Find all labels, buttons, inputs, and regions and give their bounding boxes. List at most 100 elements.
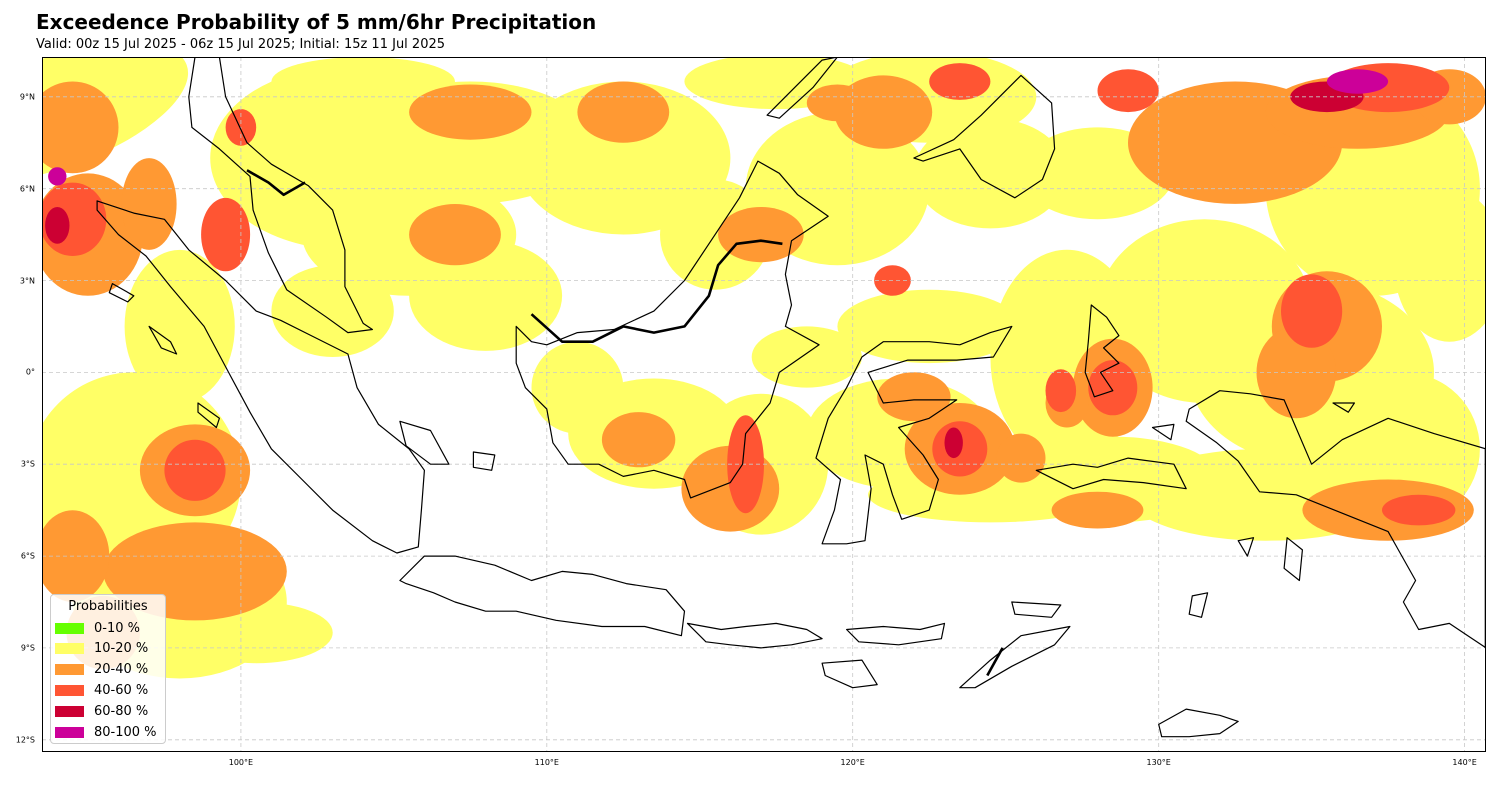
legend-label: 0-10 % — [94, 620, 140, 636]
precip-area — [201, 197, 251, 272]
timor-border — [986, 647, 1004, 677]
coastline-seram-buru — [1035, 457, 1187, 490]
malaysia-thailand-border — [246, 169, 306, 197]
precip-area — [409, 84, 532, 140]
legend-swatch — [55, 726, 84, 738]
precip-area — [164, 439, 226, 501]
gridlines — [42, 57, 1486, 752]
legend-label: 10-20 % — [94, 641, 149, 657]
lat-tick-label: 6°N — [19, 184, 35, 194]
coastline-bangka — [399, 420, 450, 465]
coastline-flores — [845, 622, 946, 646]
legend-label: 20-40 % — [94, 662, 149, 678]
coastline-bali-lombok-sumbawa — [686, 622, 823, 649]
legend-item: 60-80 % — [55, 702, 148, 720]
precip-area — [1097, 69, 1159, 113]
precip-area — [1051, 491, 1144, 529]
precip-area — [531, 341, 624, 434]
legend-label: 60-80 % — [94, 703, 149, 719]
precip-area — [42, 81, 119, 174]
coastline-layer — [96, 57, 1486, 738]
coastline-java — [399, 555, 686, 637]
map-title: Exceedence Probability of 5 mm/6hr Preci… — [36, 10, 597, 34]
legend-item: 10-20 % — [55, 640, 148, 658]
lon-tick-label: 100°E — [228, 758, 254, 767]
precip-area — [45, 207, 70, 244]
precip-area — [121, 158, 177, 250]
lat-tick-label: 0° — [25, 367, 35, 377]
precip-area — [1382, 494, 1456, 526]
precip-area — [913, 118, 1067, 229]
lon-tick-label: 110°E — [534, 758, 559, 767]
precip-area — [124, 249, 235, 403]
coastline-simeulue — [108, 283, 135, 303]
legend-title: Probabilities — [68, 599, 148, 614]
precip-area — [1394, 188, 1486, 342]
coastline-belitung — [472, 451, 496, 471]
precip-area — [271, 57, 455, 106]
legend-label: 40-60 % — [94, 682, 149, 698]
coastline-nias — [148, 325, 178, 355]
legend-item: 20-40 % — [55, 661, 148, 679]
coastline-n-australia — [1158, 708, 1239, 738]
precip-area — [806, 84, 869, 122]
legend: Probabilities 0-10 % 10-20 % 20-40 % 40-60 … — [50, 594, 166, 744]
coastline-new-guinea — [1185, 390, 1486, 649]
precip-area — [877, 372, 951, 422]
precip-80-100 — [48, 69, 1389, 186]
legend-item: 40-60 % — [55, 681, 148, 699]
precip-area — [1088, 360, 1138, 416]
coastline-sumba — [821, 659, 878, 689]
precip-area — [929, 63, 991, 100]
precip-area — [1326, 69, 1389, 94]
coastline-halmahera — [1084, 304, 1120, 398]
coastline-palawan — [766, 57, 839, 119]
lon-tick-label: 140°E — [1452, 758, 1477, 767]
lat-tick-label: 3°S — [20, 459, 35, 469]
precip-area — [271, 265, 394, 357]
precip-area — [944, 427, 963, 459]
precip-area — [409, 240, 563, 351]
coastline-timor — [959, 625, 1071, 689]
lat-tick-label: 12°S — [15, 735, 35, 745]
precipitation-layer — [42, 57, 1486, 679]
border-layer — [246, 169, 1486, 677]
legend-swatch — [55, 643, 84, 655]
precip-area — [601, 412, 676, 468]
coastline-tanimbar — [1188, 592, 1209, 618]
map-subtitle: Valid: 00z 15 Jul 2025 - 06z 15 Jul 2025… — [36, 37, 446, 52]
borneo-border — [530, 239, 783, 344]
coastline-siberut — [197, 402, 220, 429]
legend-swatch — [55, 684, 84, 696]
precip-area — [751, 326, 862, 388]
precip-area — [996, 433, 1046, 483]
precip-area — [48, 167, 67, 186]
precip-area — [837, 289, 1021, 364]
coastline-sumatra — [96, 200, 425, 554]
precip-40-60 — [42, 63, 1456, 526]
coastline-biak — [1332, 402, 1356, 413]
precip-area — [718, 207, 804, 263]
legend-item: 80-100 % — [55, 723, 157, 741]
coastline-mindanao — [913, 74, 1056, 199]
precip-area — [577, 81, 670, 143]
legend-swatch — [55, 664, 84, 676]
coastline-sulawesi — [815, 325, 1013, 545]
legend-label: 80-100 % — [94, 724, 157, 740]
coastline-wetar-alor — [1011, 601, 1062, 618]
map-panel — [42, 57, 1486, 752]
lat-tick-label: 3°N — [19, 276, 35, 285]
lat-tick-label: 6°S — [20, 551, 35, 561]
coastline-malay-peninsula — [188, 57, 373, 334]
coastline-borneo — [515, 160, 829, 499]
lon-tick-label: 120°E — [840, 758, 865, 767]
lon-tick-label: 130°E — [1146, 758, 1171, 767]
coastline-aru — [1283, 537, 1304, 582]
precip-area — [1281, 274, 1343, 348]
map-canvas — [42, 57, 1486, 752]
lat-tick-label: 9°S — [20, 643, 35, 653]
precip-area — [42, 510, 110, 602]
lat-tick-label: 9°N — [19, 92, 35, 102]
legend-swatch — [55, 705, 84, 717]
precip-area — [1045, 369, 1077, 413]
